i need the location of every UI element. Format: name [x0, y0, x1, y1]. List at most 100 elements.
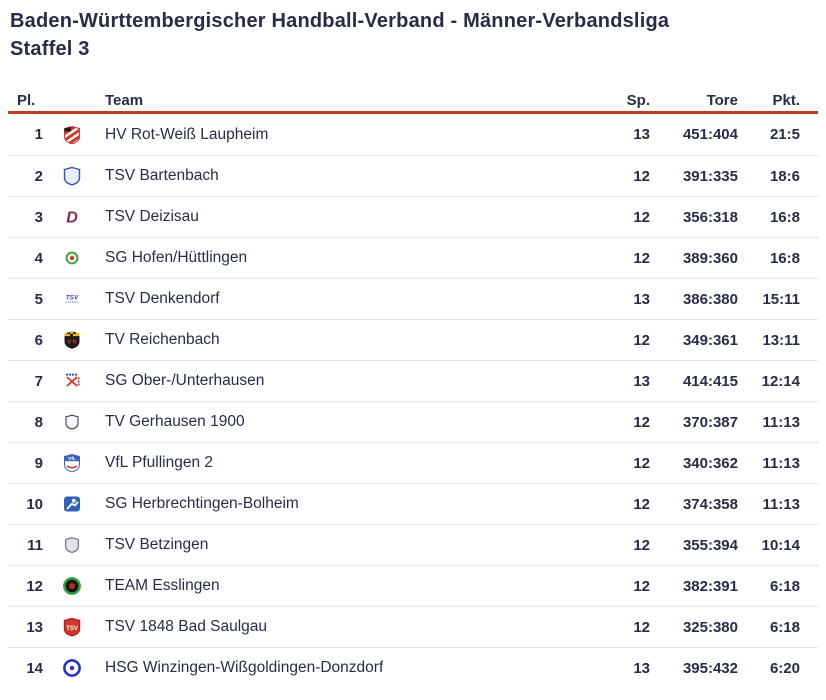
- team-name: SG Herbrechtingen-Bolheim: [105, 495, 299, 512]
- points-cell: 10:14: [761, 536, 800, 554]
- games-cell: 13: [633, 372, 650, 390]
- goals-cell: 395:432: [682, 659, 738, 677]
- games-cell: 13: [633, 126, 650, 143]
- club-crest-icon: VfL: [62, 453, 82, 473]
- place-cell: 14: [26, 659, 43, 677]
- table-row: 6 V R TV Reichenbach 12 349:361 13:11: [8, 319, 818, 360]
- points-cell: 11:13: [762, 413, 800, 431]
- place-cell: 11: [27, 536, 43, 554]
- club-crest-icon: [62, 166, 82, 186]
- games-cell: 12: [633, 454, 650, 472]
- svg-text:D: D: [66, 210, 78, 227]
- points-cell: 11:13: [762, 454, 800, 472]
- svg-text:TSV: TSV: [66, 626, 78, 632]
- club-crest-icon: [62, 658, 82, 678]
- table-row: 8 TV Gerhausen 1900 12 370:387 11:13: [8, 401, 818, 442]
- team-cell: SG Ober-/Unterhausen: [53, 371, 590, 391]
- points-cell: 6:18: [769, 618, 800, 636]
- games-cell: 12: [633, 208, 650, 226]
- team-name: TV Gerhausen 1900: [105, 413, 245, 430]
- table-row: 13 TSV TSV 1848 Bad Saulgau 12 325:380 6…: [8, 606, 818, 647]
- points-cell: 18:6: [769, 167, 800, 185]
- table-row: 12 TEAM Esslingen 12 382:391 6:18: [8, 565, 818, 606]
- place-cell: 7: [34, 372, 43, 390]
- col-header-team: Team: [105, 91, 144, 109]
- team-cell: SG Herbrechtingen-Bolheim: [53, 494, 590, 514]
- col-header-place: Pl.: [17, 91, 36, 109]
- club-crest-icon: [62, 125, 82, 145]
- goals-cell: 374:358: [682, 495, 738, 513]
- table-row: 10 SG Herbrechtingen-Bolheim 12 374:358 …: [8, 483, 818, 524]
- team-cell: TSV TSV Denkendorf: [53, 289, 590, 309]
- club-crest-icon: [62, 248, 82, 268]
- svg-text:V R: V R: [67, 340, 76, 346]
- goals-cell: 356:318: [682, 208, 738, 226]
- goals-cell: 389:360: [682, 249, 738, 267]
- club-crest-icon: TSV: [62, 617, 82, 637]
- standings-body: 1 HV Rot-Weiß Laupheim 13 451:404 21:5 2: [8, 114, 818, 688]
- col-header-games: Sp.: [626, 91, 650, 109]
- club-crest-icon: [62, 494, 82, 514]
- place-cell: 1: [34, 126, 43, 143]
- team-name: HV Rot-Weiß Laupheim: [105, 125, 269, 143]
- points-cell: 16:8: [769, 249, 800, 267]
- place-cell: 13: [26, 618, 43, 636]
- points-cell: 16:8: [769, 208, 800, 226]
- team-name: TSV Betzingen: [105, 536, 209, 553]
- team-cell: VfL VfL Pfullingen 2: [53, 453, 590, 473]
- team-name: HSG Winzingen-Wißgoldingen-Donzdorf: [105, 659, 384, 676]
- team-name: TSV Bartenbach: [105, 167, 219, 184]
- games-cell: 12: [633, 536, 650, 554]
- team-name: SG Hofen/Hüttlingen: [105, 249, 248, 266]
- place-cell: 2: [34, 167, 43, 185]
- col-header-points: Pkt.: [772, 91, 800, 109]
- svg-text:TSV: TSV: [66, 295, 79, 302]
- place-cell: 5: [34, 290, 43, 308]
- games-cell: 12: [633, 167, 650, 185]
- svg-text:VfL: VfL: [68, 456, 76, 462]
- team-name: VfL Pfullingen 2: [105, 454, 214, 471]
- games-cell: 12: [633, 618, 650, 636]
- points-cell: 15:11: [762, 290, 800, 308]
- goals-cell: 325:380: [682, 618, 738, 636]
- goals-cell: 355:394: [682, 536, 738, 554]
- table-row: 11 TSV Betzingen 12 355:394 10:14: [8, 524, 818, 565]
- points-cell: 11:13: [762, 495, 800, 513]
- points-cell: 13:11: [762, 331, 800, 349]
- goals-cell: 386:380: [682, 290, 738, 308]
- team-name: TSV Denkendorf: [105, 290, 220, 307]
- team-cell: HV Rot-Weiß Laupheim: [53, 125, 590, 145]
- club-crest-icon: [62, 535, 82, 555]
- team-cell: D TSV Deizisau: [53, 207, 590, 227]
- team-cell: TSV Bartenbach: [53, 166, 590, 186]
- team-cell: TEAM Esslingen: [53, 576, 590, 596]
- place-cell: 10: [26, 495, 43, 513]
- table-row: 5 TSV TSV Denkendorf 13 386:380 15:11: [8, 278, 818, 319]
- team-name: TEAM Esslingen: [105, 577, 220, 594]
- page-title-line1: Baden-Württembergischer Handball-Verband…: [10, 10, 670, 32]
- games-cell: 12: [633, 331, 650, 349]
- club-crest-icon: TSV: [62, 289, 82, 309]
- table-row: 3 D TSV Deizisau 12 356:318 16:8: [8, 196, 818, 237]
- goals-cell: 340:362: [682, 454, 738, 472]
- place-cell: 12: [26, 577, 43, 595]
- goals-cell: 382:391: [682, 577, 738, 595]
- team-name: TSV Deizisau: [105, 208, 199, 225]
- team-cell: HSG Winzingen-Wißgoldingen-Donzdorf: [53, 658, 590, 678]
- team-name: TSV 1848 Bad Saulgau: [105, 618, 268, 635]
- team-name: SG Ober-/Unterhausen: [105, 372, 265, 389]
- page-title-line2: Staffel 3: [10, 38, 90, 60]
- table-row: 14 HSG Winzingen-Wißgoldingen-Donzdorf 1…: [8, 647, 818, 688]
- club-crest-icon: [62, 576, 82, 596]
- table-header-row: Pl. Team Sp. Tore Pkt.: [8, 89, 818, 114]
- place-cell: 8: [34, 413, 43, 431]
- team-cell: TSV TSV 1848 Bad Saulgau: [53, 617, 590, 637]
- table-row: 9 VfL VfL Pfullingen 2 12 340:362 11:13: [8, 442, 818, 483]
- games-cell: 12: [633, 249, 650, 267]
- club-crest-icon: [62, 412, 82, 432]
- games-cell: 13: [633, 659, 650, 677]
- goals-cell: 414:415: [682, 372, 738, 390]
- page-title: Baden-Württembergischer Handball-Verband…: [10, 7, 816, 63]
- games-cell: 12: [633, 495, 650, 513]
